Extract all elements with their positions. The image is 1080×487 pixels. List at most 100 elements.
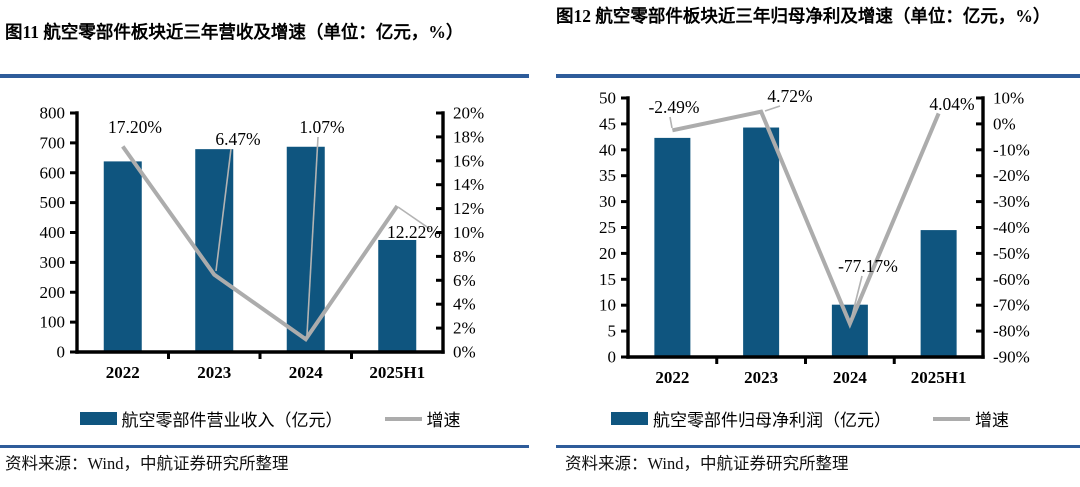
- svg-text:300: 300: [40, 253, 66, 272]
- svg-text:16%: 16%: [453, 151, 484, 170]
- chart-legend: 航空零部件营业收入（亿元） 增速: [0, 406, 540, 431]
- svg-text:20: 20: [599, 244, 616, 263]
- svg-text:50: 50: [599, 89, 616, 108]
- svg-text:-20%: -20%: [993, 166, 1030, 185]
- svg-text:-2.49%: -2.49%: [648, 97, 699, 117]
- label-leader-lines: [669, 105, 863, 321]
- svg-text:0%: 0%: [993, 114, 1016, 133]
- bar-2023: [743, 127, 780, 357]
- figure-title: 图12 航空零部件板块近三年归母净利及增速（单位：亿元，%）: [556, 6, 1051, 26]
- svg-text:2024: 2024: [833, 368, 868, 387]
- chart-legend: 航空零部件归母净利润（亿元） 增速: [540, 406, 1080, 431]
- svg-text:-10%: -10%: [993, 140, 1030, 159]
- svg-text:4.04%: 4.04%: [929, 94, 974, 114]
- svg-text:35: 35: [599, 166, 616, 185]
- divider-line: [0, 445, 529, 448]
- svg-text:6.47%: 6.47%: [215, 129, 260, 149]
- bars: [654, 127, 957, 357]
- bar-2022: [654, 137, 691, 357]
- bar-2025H1: [920, 230, 957, 357]
- svg-text:8%: 8%: [453, 247, 476, 266]
- svg-text:10%: 10%: [453, 223, 484, 242]
- figure-title: 图11 航空零部件板块近三年营收及增速（单位：亿元，%）: [5, 22, 464, 42]
- svg-text:-80%: -80%: [993, 322, 1030, 341]
- svg-text:-90%: -90%: [993, 348, 1030, 367]
- svg-text:12.22%: 12.22%: [387, 222, 441, 242]
- figure-11-panel: 图11 航空零部件板块近三年营收及增速（单位：亿元，%） 0 100 200 300 4…: [0, 22, 540, 473]
- net-profit-growth-chart: 0 5 10 15 20 25 30 35 40 45 50 -90% -80% -70% -60% -50%…: [599, 86, 1030, 387]
- svg-text:2%: 2%: [453, 319, 476, 338]
- label-leader-lines: [215, 136, 431, 336]
- svg-text:-40%: -40%: [993, 218, 1030, 237]
- data-labels: -2.49% 4.72% -77.17% 4.04%: [648, 86, 974, 276]
- legend-item-revenue: 航空零部件营业收入（亿元）: [79, 406, 343, 431]
- svg-text:0%: 0%: [453, 343, 476, 362]
- svg-text:0: 0: [608, 348, 617, 367]
- svg-text:600: 600: [40, 163, 66, 182]
- svg-text:0: 0: [57, 343, 66, 362]
- divider-line: [0, 74, 529, 78]
- svg-text:2023: 2023: [197, 363, 231, 382]
- revenue-growth-chart: 0 100 200 300 400 500 600 700 800 0% 2% 4% 6% 8% 10% 12…: [40, 104, 485, 383]
- svg-text:-60%: -60%: [993, 270, 1030, 289]
- svg-text:2025H1: 2025H1: [369, 363, 425, 382]
- svg-text:45: 45: [599, 114, 616, 133]
- x-axis: 2022 2023 2024 2025H1: [655, 357, 966, 387]
- legend-item-net-profit: 航空零部件归母净利润（亿元）: [611, 406, 891, 431]
- svg-text:500: 500: [40, 193, 66, 212]
- bar-2024: [831, 304, 868, 357]
- svg-text:40: 40: [599, 140, 616, 159]
- svg-text:800: 800: [40, 104, 66, 123]
- svg-text:20%: 20%: [453, 104, 484, 123]
- legend-label: 增速: [975, 411, 1009, 430]
- svg-text:12%: 12%: [453, 199, 484, 218]
- y-axis-left: 0 5 10 15 20 25 30 35 40 45 50: [599, 89, 628, 367]
- svg-text:10: 10: [599, 296, 616, 315]
- svg-text:2025H1: 2025H1: [911, 368, 967, 387]
- svg-text:15: 15: [599, 270, 616, 289]
- legend-line-swatch: [933, 416, 970, 421]
- legend-bar-swatch: [611, 412, 648, 425]
- svg-text:-77.17%: -77.17%: [838, 256, 898, 276]
- data-labels: 17.20% 6.47% 1.07% 12.22%: [108, 117, 441, 242]
- source-note: 资料来源：Wind，中航证券研究所整理: [5, 454, 289, 473]
- legend-label: 航空零部件归母净利润（亿元）: [653, 411, 891, 430]
- svg-text:-30%: -30%: [993, 192, 1030, 211]
- svg-text:5: 5: [608, 322, 617, 341]
- svg-text:200: 200: [40, 283, 66, 302]
- legend-item-growth: 增速: [933, 406, 1009, 431]
- svg-text:6%: 6%: [453, 271, 476, 290]
- svg-text:400: 400: [40, 223, 66, 242]
- svg-text:25: 25: [599, 218, 616, 237]
- growth-line: [121, 145, 399, 343]
- figure-12-panel: 图12 航空零部件板块近三年归母净利及增速（单位：亿元，%） 0 5 10 15 20 2…: [540, 0, 1080, 487]
- svg-text:2022: 2022: [106, 363, 140, 382]
- legend-bar-swatch: [79, 412, 117, 425]
- growth-line: [671, 109, 941, 329]
- svg-text:700: 700: [40, 133, 66, 152]
- svg-text:10%: 10%: [993, 89, 1024, 108]
- svg-text:17.20%: 17.20%: [108, 117, 162, 137]
- svg-text:2024: 2024: [289, 363, 324, 382]
- divider-line: [556, 445, 1080, 448]
- svg-text:18%: 18%: [453, 127, 484, 146]
- legend-label: 航空零部件营业收入（亿元）: [121, 411, 343, 430]
- svg-text:14%: 14%: [453, 175, 484, 194]
- svg-text:30: 30: [599, 192, 616, 211]
- y-axis-left: 0 100 200 300 400 500 600 700 800: [40, 104, 77, 362]
- bar-2025H1: [378, 239, 417, 352]
- divider-line: [556, 74, 1080, 78]
- svg-text:4%: 4%: [453, 295, 476, 314]
- svg-text:2022: 2022: [655, 368, 689, 387]
- y-axis-right: -90% -80% -70% -60% -50% -40% -30% -20% -10% 0% 10…: [976, 89, 1030, 367]
- x-axis: 2022 2023 2024 2025H1: [106, 352, 425, 382]
- svg-text:1.07%: 1.07%: [299, 117, 344, 137]
- source-note: 资料来源：Wind，中航证券研究所整理: [565, 454, 849, 473]
- legend-item-growth: 增速: [384, 406, 461, 431]
- svg-text:4.72%: 4.72%: [767, 86, 812, 106]
- y-axis-right: 0% 2% 4% 6% 8% 10% 12% 14% 16% 18% 20%: [436, 104, 484, 362]
- svg-text:2023: 2023: [744, 368, 778, 387]
- bar-2022: [103, 161, 142, 352]
- svg-text:-70%: -70%: [993, 296, 1030, 315]
- svg-text:-50%: -50%: [993, 244, 1030, 263]
